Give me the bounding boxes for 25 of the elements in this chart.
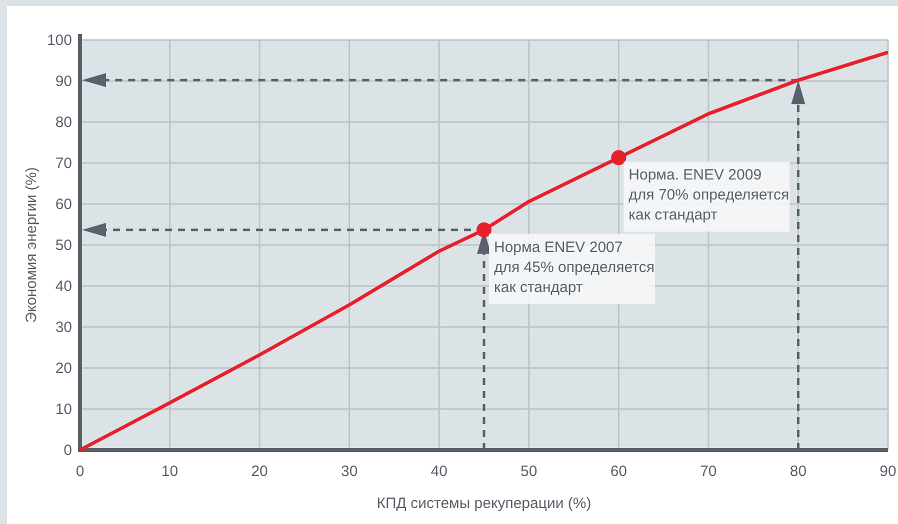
y-tick-label: 70 [55, 155, 72, 172]
x-tick-label: 60 [610, 463, 628, 480]
annotation: Норма ENEV 2007 для 45% определяется как стандарт [494, 238, 654, 296]
x-tick-label: 30 [340, 463, 358, 480]
y-tick-label: 40 [55, 278, 72, 295]
y-tick-label: 50 [55, 237, 72, 254]
annotation: Норма. ENEV 2009 для 70% определяется как стандарт [628, 166, 790, 224]
x-tick-label: 50 [520, 463, 538, 480]
x-tick-label: 10 [161, 463, 178, 480]
x-axis-title: КПД системы рекуперации (%) [376, 495, 592, 512]
y-tick-label: 30 [55, 319, 72, 336]
y-tick-label: 100 [46, 32, 72, 49]
x-tick-label: 90 [880, 463, 896, 480]
y-tick-label: 80 [55, 114, 72, 131]
x-tick-label: 0 [76, 463, 84, 480]
y-tick-label: 10 [55, 401, 72, 418]
x-tick-label: 70 [700, 463, 717, 480]
x-tick-label: 20 [251, 463, 268, 480]
y-axis-title: Экономия энергии (%) [23, 167, 40, 323]
x-tick-label: 80 [790, 463, 807, 480]
y-tick-label: 20 [55, 360, 72, 377]
y-tick-label: 60 [55, 196, 72, 213]
y-tick-label: 0 [64, 442, 72, 459]
x-tick-label: 40 [430, 463, 448, 480]
y-tick-label: 90 [55, 73, 72, 90]
